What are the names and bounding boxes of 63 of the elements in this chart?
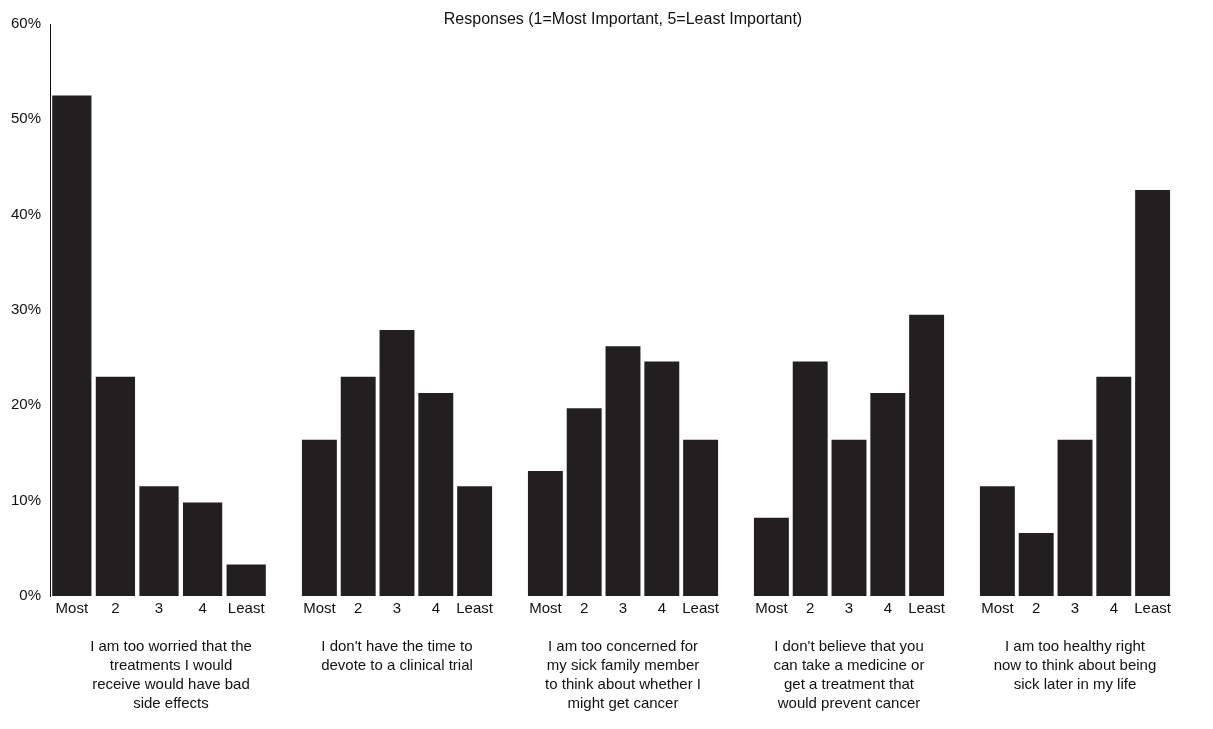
bar [979,486,1015,596]
y-tick-label: 0% [19,586,42,604]
x-tick-label: 2 [580,599,589,617]
x-tick-label: Least [1134,599,1172,617]
x-axis-title: I am too worried that the treatments I would receive would have bad side effects [89,636,253,712]
bar [527,471,563,596]
x-tick-label: Most [755,599,789,617]
bar [182,502,223,596]
bar [605,346,641,596]
x-tick-label: 4 [1109,599,1118,617]
x-tick-label: 4 [883,599,892,617]
x-tick-label: 3 [1070,599,1080,617]
x-tick-label: 3 [618,599,628,617]
bar [95,376,136,596]
x-tick-label: Most [303,599,337,617]
x-tick-label: Least [908,599,946,617]
y-tick-label: 50% [10,109,42,127]
bar [1018,533,1054,596]
bar [683,439,719,596]
bar [792,361,828,596]
x-tick-label: 2 [806,599,815,617]
x-tick-label: 4 [431,599,440,617]
bar [909,314,945,596]
y-tick-label: 40% [10,204,42,222]
x-tick-label: 4 [198,599,207,617]
x-axis-title: I don't believe that you can take a medicine or get a treatment that would prevent cancer [772,636,926,712]
x-tick-label: Most [529,599,563,617]
bar [644,361,680,596]
x-tick-label: 3 [154,599,164,617]
bar [340,376,376,596]
bar [1096,376,1132,596]
x-tick-label: 2 [111,599,120,617]
x-axis-title: I am too healthy right now to think about being sick later in my life [992,636,1158,693]
chart-title: Responses (1=Most Important, 5=Least Important) [442,10,804,28]
bar [870,392,906,596]
x-axis-title: I am too concerned for my sick family member to think about whether I might get cancer [544,636,702,712]
x-tick-label: 2 [1032,599,1041,617]
bar [1057,439,1093,596]
bar [301,439,337,596]
bar [379,330,415,596]
x-axis-title: I don't have the time to devote to a clinical trial [320,636,474,674]
x-tick-label: Least [456,599,494,617]
x-tick-label: Most [55,599,89,617]
bar [226,564,266,596]
x-tick-label: Least [682,599,720,617]
bar [1135,189,1171,596]
bar [52,95,92,596]
x-tick-label: 3 [392,599,402,617]
x-tick-label: Least [227,599,266,617]
bar [457,486,493,596]
bar [139,486,179,596]
y-tick-label: 20% [10,395,42,413]
x-tick-label: Most [981,599,1015,617]
x-tick-label: 4 [657,599,666,617]
bar [831,439,867,596]
y-tick-label: 60% [10,14,42,32]
y-tick-label: 10% [10,490,42,508]
x-tick-label: 3 [844,599,854,617]
x-tick-label: 2 [354,599,363,617]
y-tick-label: 30% [10,300,42,318]
bar [418,392,454,596]
bar [753,517,789,596]
bar [566,408,602,596]
